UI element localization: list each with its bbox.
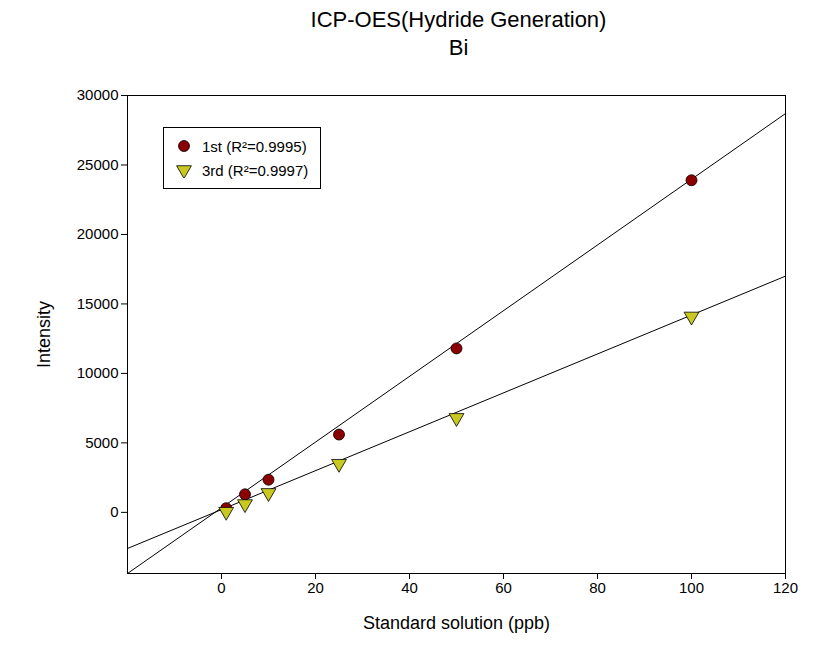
- svg-text:100: 100: [679, 579, 704, 596]
- svg-text:60: 60: [495, 579, 512, 596]
- svg-text:20: 20: [307, 579, 324, 596]
- svg-text:80: 80: [589, 579, 606, 596]
- svg-text:20000: 20000: [77, 225, 119, 242]
- svg-text:Intensity: Intensity: [34, 301, 54, 368]
- svg-text:25000: 25000: [77, 156, 119, 173]
- svg-text:10000: 10000: [77, 364, 119, 381]
- svg-text:0: 0: [110, 503, 118, 520]
- html-text:Bi: Bi: [448, 35, 469, 60]
- html-text:1st (R²=0.9995): 1st (R²=0.9995): [202, 137, 307, 155]
- html-text:ICP-OES(Hydride Generation): ICP-OES(Hydride Generation): [310, 7, 607, 32]
- svg-text:0: 0: [217, 579, 225, 596]
- svg-text:120: 120: [773, 579, 798, 596]
- svg-text:5000: 5000: [85, 434, 118, 451]
- svg-text:15000: 15000: [77, 295, 119, 312]
- svg-text:Standard solution (ppb): Standard solution (ppb): [363, 613, 550, 633]
- html-text:3rd (R²=0.9997): 3rd (R²=0.9997): [202, 161, 309, 179]
- svg-text:40: 40: [401, 579, 418, 596]
- svg-text:30000: 30000: [77, 86, 119, 103]
